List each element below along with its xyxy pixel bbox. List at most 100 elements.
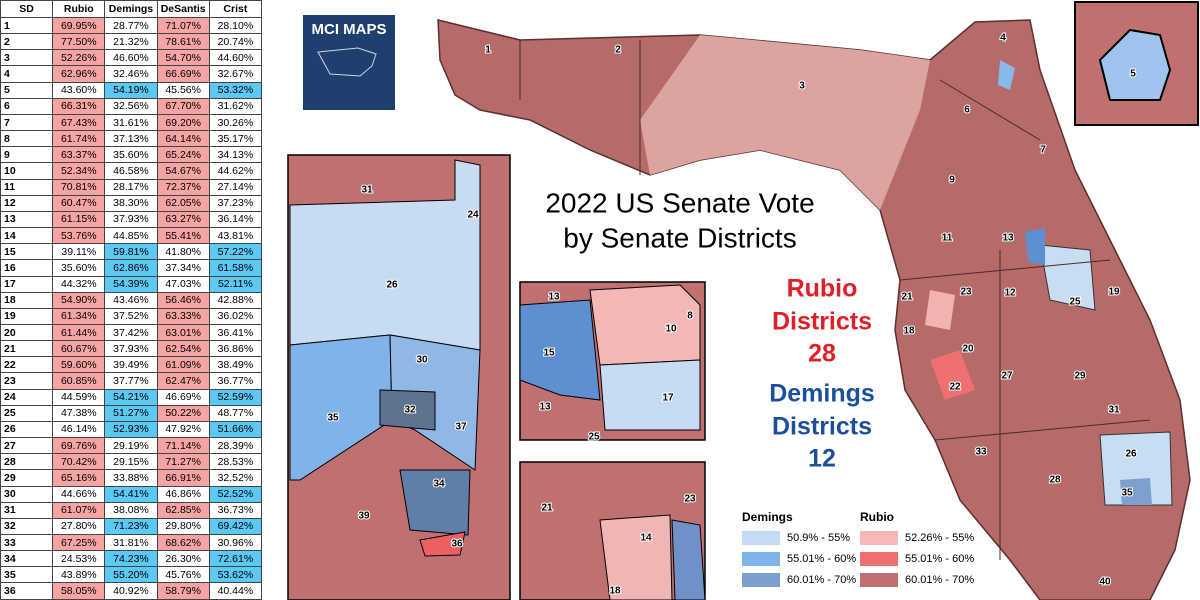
table-cell: 48.77% — [208, 404, 263, 422]
table-row: 24 44.59% 54.21% 46.69% 52.59% — [0, 388, 263, 406]
table-cell: 25 — [0, 404, 54, 422]
table-cell: 54.21% — [104, 388, 158, 406]
summary-text: Demings — [769, 380, 875, 408]
table-cell: 35 — [0, 566, 54, 584]
district-area — [289, 334, 393, 481]
table-cell: 27.14% — [208, 178, 263, 196]
table-row: 18 54.90% 43.46% 56.46% 42.88% — [0, 291, 263, 309]
table-cell: 52.11% — [208, 275, 263, 293]
district-label: 2 — [615, 45, 621, 56]
table-cell: 20 — [0, 323, 54, 342]
table-row: 11 70.81% 28.17% 72.37% 27.14% — [0, 178, 263, 196]
table-cell: 54.70% — [156, 49, 210, 67]
table-cell: 61.74% — [52, 130, 106, 148]
table-cell: 46.58% — [104, 162, 158, 180]
district-label: 7 — [1040, 145, 1046, 156]
table-cell: 52.34% — [52, 162, 106, 180]
table-cell: 63.01% — [156, 323, 210, 342]
table-cell: 34.13% — [208, 146, 263, 164]
table-cell: 69.20% — [156, 113, 210, 132]
district-area — [671, 519, 706, 600]
district-label: 12 — [1004, 288, 1016, 299]
table-cell: 40.92% — [104, 582, 158, 600]
header-row: SD Rubio Demings DeSantis Crist — [0, 0, 263, 18]
table-cell: 35.60% — [104, 146, 158, 164]
table-cell: 59.81% — [104, 243, 158, 261]
table-cell: 44.32% — [52, 275, 106, 293]
table-cell: 46.60% — [104, 49, 158, 67]
table-cell: 62.86% — [104, 259, 158, 277]
table-cell: 63.37% — [52, 146, 106, 164]
table-cell: 33.88% — [104, 469, 158, 487]
table-cell: 32.56% — [104, 97, 158, 115]
table-cell: 46.69% — [156, 388, 210, 406]
district-label: 35 — [327, 413, 339, 424]
table-cell: 24 — [0, 388, 54, 406]
table-cell: 53.76% — [52, 227, 106, 245]
table-cell: 71.27% — [156, 453, 210, 471]
table-row: 29 65.16% 33.88% 66.91% 32.52% — [0, 469, 263, 487]
district-label: 26 — [1125, 449, 1137, 460]
florida — [437, 19, 1191, 600]
district-label: 8 — [687, 311, 693, 322]
title: by Senate Districts — [563, 222, 796, 253]
table-cell: 60.67% — [52, 340, 106, 358]
table-cell: 23 — [0, 372, 54, 390]
district-area — [1099, 431, 1173, 506]
district-label: 4 — [1000, 33, 1006, 44]
table-row: 34 24.53% 74.23% 26.30% 72.61% — [0, 550, 263, 568]
district-area — [640, 35, 930, 210]
table-row: 19 61.34% 37.52% 63.33% 36.02% — [0, 307, 263, 325]
table-cell: 39.11% — [52, 243, 106, 261]
table-cell: 67.43% — [52, 113, 106, 132]
table-cell: 46.14% — [52, 420, 106, 439]
table-cell: 4 — [0, 65, 54, 83]
legend-swatch — [742, 531, 780, 545]
table-cell: 31 — [0, 501, 54, 519]
district-label: 18 — [609, 586, 621, 597]
table-cell: 26.30% — [156, 550, 210, 568]
table-cell: 27.80% — [52, 517, 106, 536]
table-cell: 38.49% — [208, 356, 263, 374]
table-cell: 61.34% — [52, 307, 106, 325]
table-body: 1 69.95% 28.77% 71.07% 28.10% 2 77.50% 21.32% 78… — [0, 16, 263, 600]
table-cell: 14 — [0, 227, 54, 245]
table-row: 17 44.32% 54.39% 47.03% 52.11% — [0, 275, 263, 293]
district-label: 13 — [1002, 233, 1014, 244]
table-cell: 37.93% — [104, 210, 158, 229]
table-row: 32 27.80% 71.23% 29.80% 69.42% — [0, 517, 263, 536]
district-label: 10 — [665, 324, 677, 335]
district-label: 36 — [451, 539, 463, 550]
table-row: 14 53.76% 44.85% 55.41% 43.81% — [0, 227, 263, 245]
district-label: 13 — [539, 402, 551, 413]
district-label: 39 — [358, 511, 370, 522]
legend-label: 60.01% - 70% — [787, 574, 856, 586]
table-cell: 54.90% — [52, 291, 106, 309]
district-label: 9 — [949, 175, 955, 186]
table-cell: 60.47% — [52, 194, 106, 212]
legend-label: 55.01% - 60% — [787, 553, 856, 565]
table-cell: 31.81% — [104, 533, 158, 552]
district-area — [399, 469, 471, 536]
table-cell: 54.41% — [104, 485, 158, 503]
table-row: 20 61.44% 37.42% 63.01% 36.41% — [0, 323, 263, 342]
legend-title: Demings — [742, 510, 793, 524]
logo-title: MCI MAPS — [312, 21, 387, 38]
table-cell: 69.76% — [52, 437, 106, 455]
table-row: 36 58.05% 40.92% 58.79% 40.44% — [0, 582, 263, 600]
table-cell: 31.62% — [208, 97, 263, 115]
table-cell: 54.67% — [156, 162, 210, 180]
table-cell: 36.14% — [208, 210, 263, 229]
district-label: 13 — [548, 292, 560, 303]
table-cell: 68.62% — [156, 533, 210, 552]
table-cell: 35.60% — [52, 259, 106, 277]
table-cell: 72.61% — [208, 550, 263, 568]
table-cell: 36.41% — [208, 323, 263, 342]
table-cell: 20.74% — [208, 33, 263, 51]
table-cell: 2 — [0, 33, 54, 51]
table-cell: 59.60% — [52, 356, 106, 374]
district-area — [599, 514, 673, 600]
table-cell: 47.92% — [156, 420, 210, 439]
table-row: 25 47.38% 51.27% 50.22% 48.77% — [0, 404, 263, 422]
